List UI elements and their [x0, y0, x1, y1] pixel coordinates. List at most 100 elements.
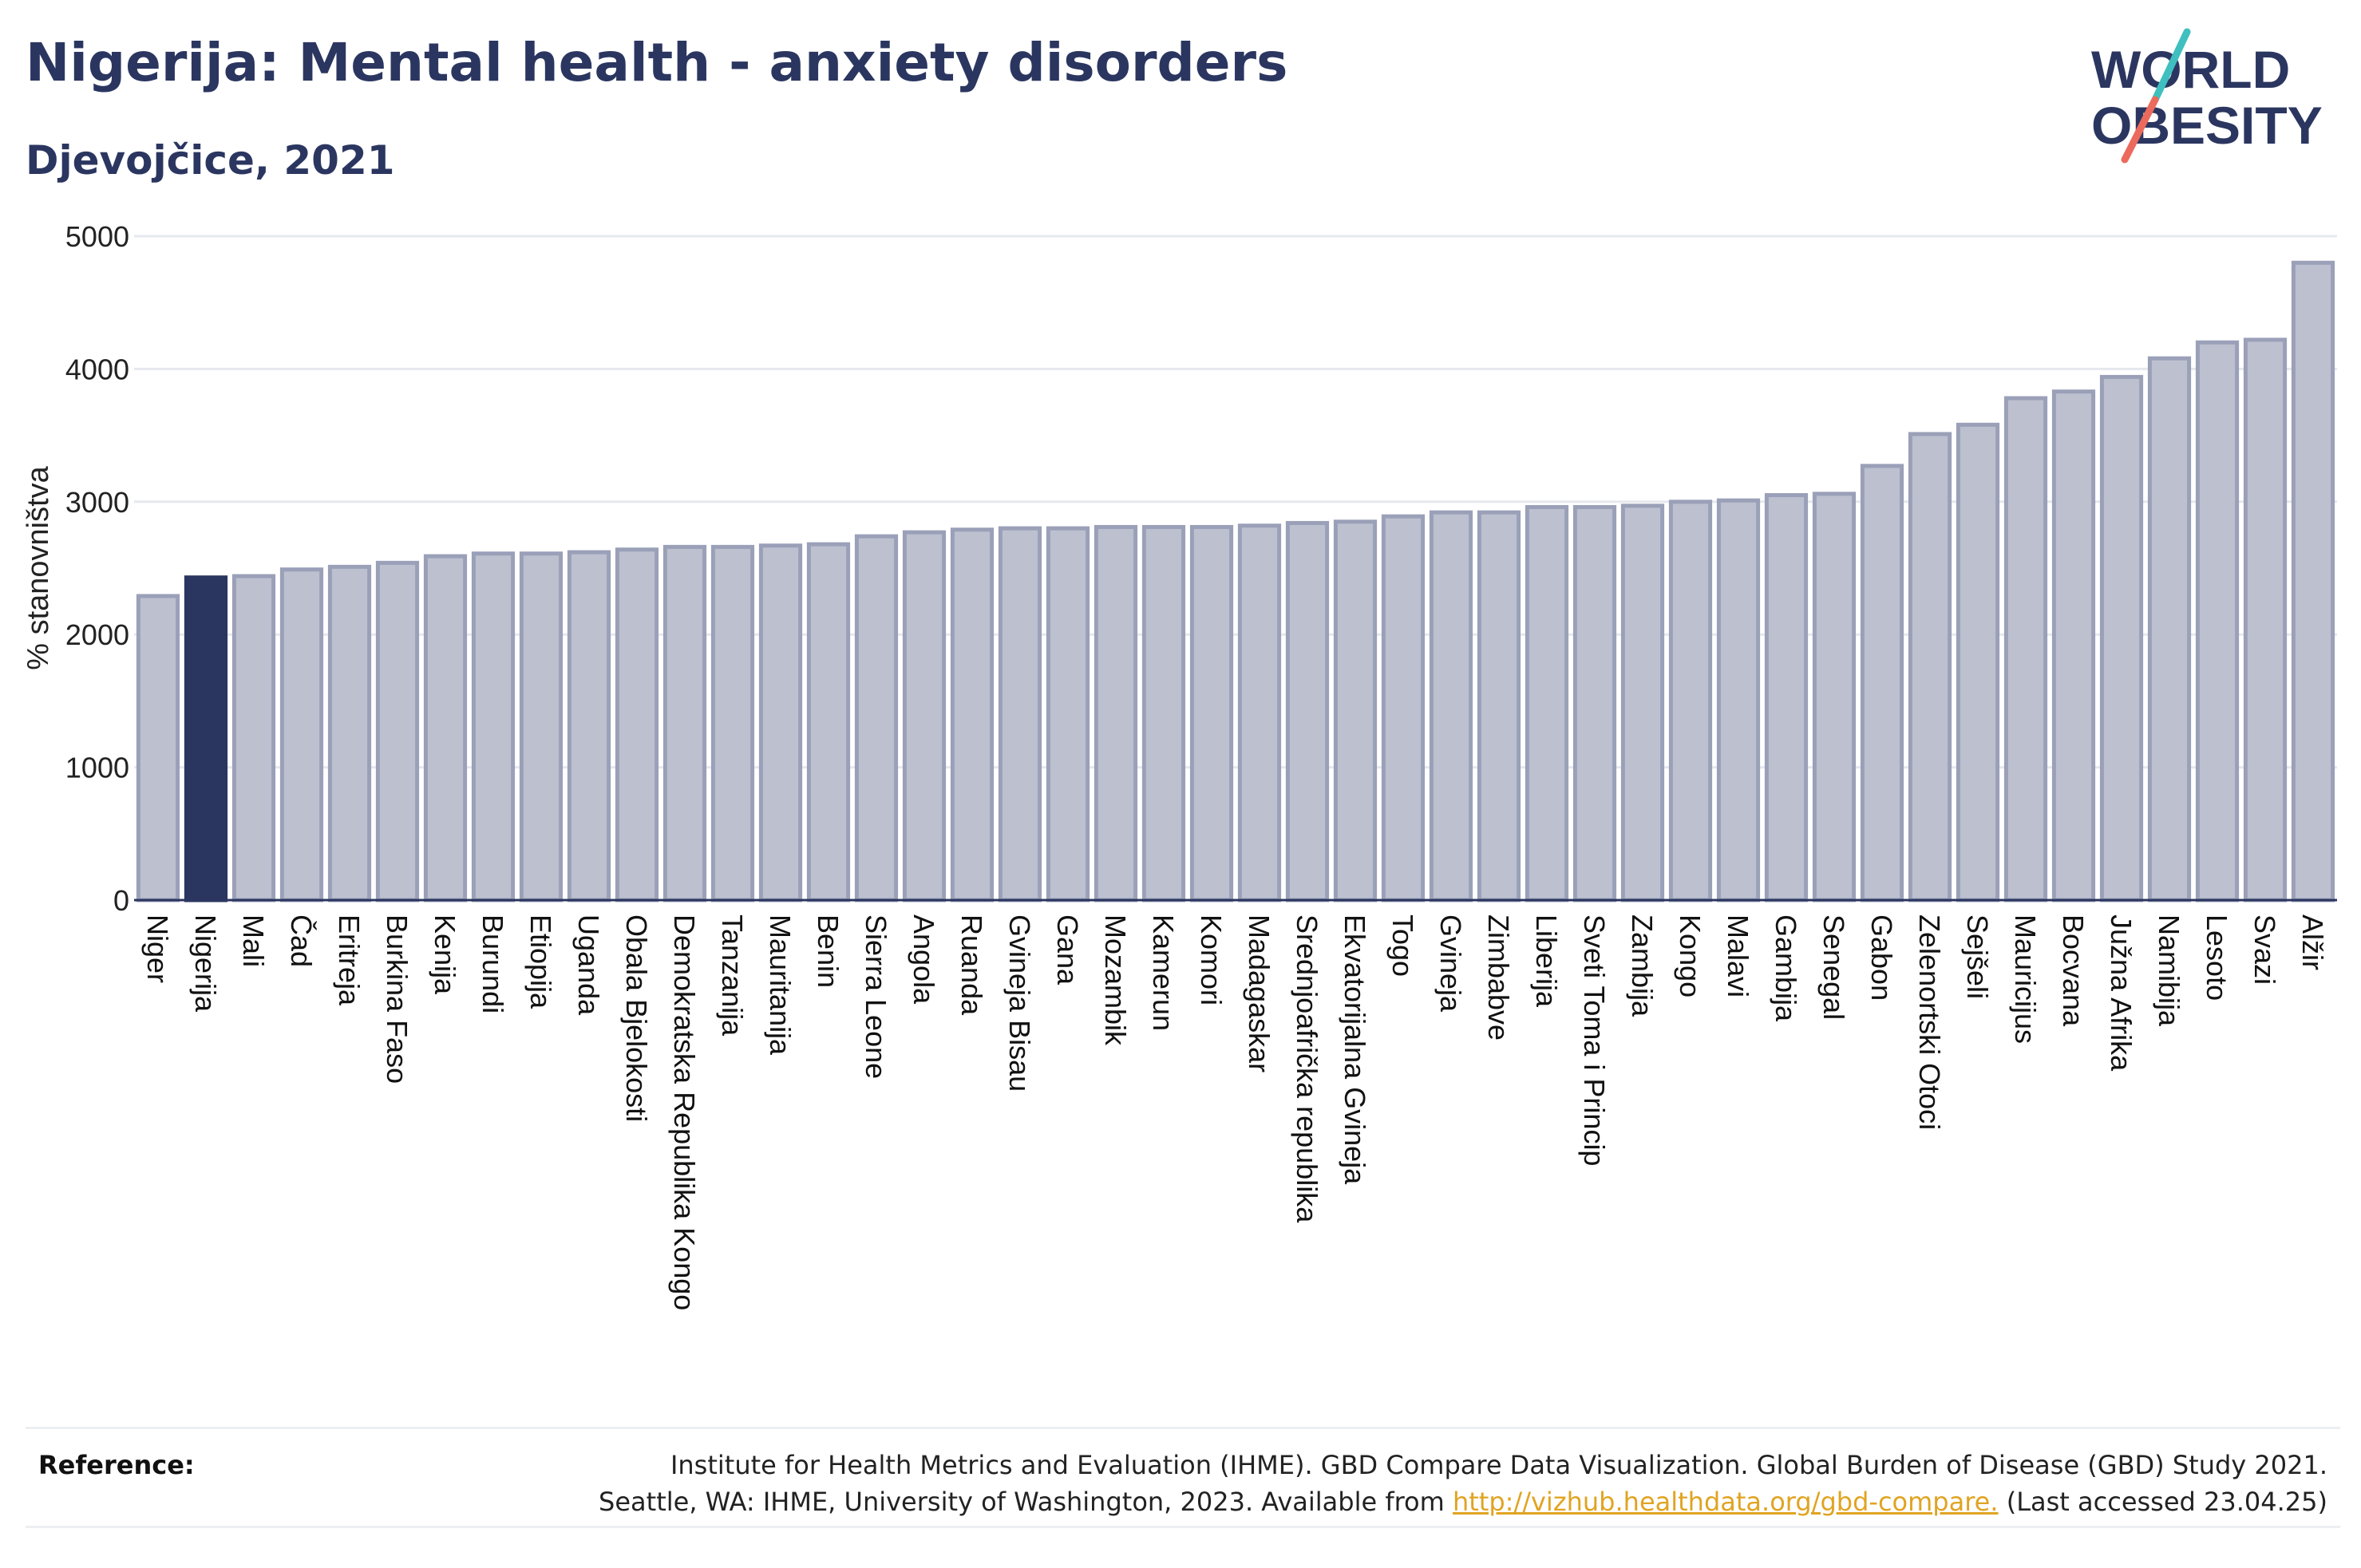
x-tick-label: Eritreja: [333, 914, 366, 1006]
x-tick-label: Komori: [1195, 914, 1228, 1005]
bar-senegal[interactable]: [1812, 492, 1857, 902]
bar-namibija[interactable]: [2147, 356, 2192, 902]
x-tick-label: Bocvana: [2057, 914, 2090, 1027]
bar-benin[interactable]: [806, 542, 851, 902]
bar-sveti-toma-i-princip[interactable]: [1572, 504, 1617, 902]
bar-kamerun[interactable]: [1141, 524, 1186, 902]
x-tick-label: Lesoto: [2201, 914, 2233, 1001]
x-tick-label: Gana: [1051, 914, 1084, 985]
x-tick-label: Mauricijus: [2009, 914, 2042, 1044]
bars: [136, 260, 2335, 902]
logo-slash-teal: [2151, 28, 2191, 104]
bar-bocvana[interactable]: [2051, 389, 2096, 902]
reference-label: Reference:: [38, 1450, 195, 1480]
bar-južna-afrika[interactable]: [2099, 374, 2144, 902]
x-tick-label: Gabon: [1865, 914, 1898, 1001]
bar-uganda[interactable]: [567, 550, 611, 902]
x-tick-label: Zelenortski Otoci: [1913, 914, 1946, 1130]
x-tick-label: Čad: [285, 914, 318, 967]
x-tick-label: Obala Bjelokosti: [620, 914, 653, 1122]
reference-line-2: Seattle, WA: IHME, University of Washing…: [599, 1483, 2327, 1520]
bar-zelenortski-otoci[interactable]: [1908, 432, 1952, 902]
bar-kongo[interactable]: [1668, 500, 1713, 902]
bar-gambija[interactable]: [1764, 492, 1809, 902]
y-tick-label: 4000: [65, 353, 129, 385]
reference-line-2-suffix: (Last accessed 23.04.25): [1998, 1487, 2327, 1517]
x-tick-label: Burundi: [477, 914, 509, 1013]
bar-sejšeli[interactable]: [1956, 422, 2000, 902]
x-tick-label: Svazi: [2248, 914, 2281, 985]
bar-mauritanija[interactable]: [758, 543, 803, 902]
bar-togo[interactable]: [1381, 514, 1426, 902]
x-tick-label: Sveti Toma i Princip: [1578, 914, 1611, 1166]
bar-angola[interactable]: [902, 530, 947, 902]
bar-obala-bjelokosti[interactable]: [615, 547, 659, 902]
bar-kenija[interactable]: [423, 554, 468, 902]
bar-mozambik[interactable]: [1093, 524, 1138, 902]
x-axis-labels: Niger Nigerija Mali Čad Eritreja Burkina Faso…: [141, 914, 2329, 1310]
x-tick-label: Namibija: [2153, 914, 2185, 1027]
x-tick-label: Zimbabve: [1482, 914, 1515, 1041]
bar-burundi[interactable]: [471, 551, 516, 902]
bar-komori[interactable]: [1189, 524, 1234, 902]
bar-tanzanija[interactable]: [710, 544, 755, 902]
x-tick-label: Mauritanija: [764, 914, 797, 1056]
bar-gvineja[interactable]: [1429, 510, 1473, 902]
bar-mauricijus[interactable]: [2003, 396, 2048, 902]
bar-svazi[interactable]: [2243, 338, 2288, 902]
bar-eritreja[interactable]: [327, 564, 372, 902]
bar-gana[interactable]: [1046, 526, 1090, 902]
x-tick-label: Malavi: [1722, 914, 1754, 997]
bar-alžir[interactable]: [2291, 260, 2335, 902]
x-tick-label: Kongo: [1674, 914, 1706, 997]
x-tick-label: Mali: [237, 914, 270, 967]
bar-gabon[interactable]: [1860, 464, 1904, 902]
x-tick-label: Demokratska Republika Kongo: [668, 914, 701, 1310]
x-tick-label: Sejšeli: [1961, 914, 1994, 999]
bar-liberija[interactable]: [1525, 504, 1569, 902]
logo-word-world: WORLD: [2091, 40, 2290, 99]
footer-divider-bottom: [26, 1526, 2340, 1528]
y-tick-label: 2000: [65, 618, 129, 651]
y-tick-label: 0: [113, 884, 129, 917]
bar-gvineja-bisau[interactable]: [998, 526, 1042, 902]
x-tick-label: Burkina Faso: [381, 914, 413, 1084]
x-tick-label: Gambija: [1770, 914, 1802, 1022]
bar-madagaskar[interactable]: [1237, 523, 1282, 902]
x-tick-label: Tanzanija: [716, 914, 749, 1037]
x-tick-label: Sierra Leone: [860, 914, 892, 1079]
x-tick-label: Mozambik: [1099, 914, 1132, 1046]
x-tick-label: Kamerun: [1147, 914, 1180, 1031]
x-tick-label: Južna Afrika: [2105, 914, 2138, 1072]
bar-niger[interactable]: [136, 594, 180, 902]
x-tick-label: Senegal: [1817, 914, 1850, 1020]
bar-etiopija[interactable]: [519, 551, 564, 902]
y-tick-label: 1000: [65, 752, 129, 784]
bar-burkina-faso[interactable]: [375, 560, 420, 902]
x-tick-label: Uganda: [572, 914, 605, 1016]
chart-title: Nigerija: Mental health - anxiety disord…: [26, 32, 1288, 93]
world-obesity-logo: WORLD OBESITY: [2091, 28, 2323, 164]
bar-demokratska-republika-kongo[interactable]: [662, 544, 707, 902]
bar-ruanda[interactable]: [950, 527, 995, 902]
bar-čad[interactable]: [279, 567, 324, 902]
bar-srednjoafrička-republika[interactable]: [1285, 520, 1330, 902]
bar-lesoto[interactable]: [2195, 340, 2240, 902]
bar-zimbabve[interactable]: [1477, 510, 1521, 902]
x-tick-label: Liberija: [1530, 914, 1563, 1008]
bar-zambija[interactable]: [1620, 504, 1665, 902]
chart-subtitle: Djevojčice, 2021: [26, 137, 395, 184]
bar-malavi[interactable]: [1716, 498, 1761, 902]
bar-sierra-leone[interactable]: [854, 534, 899, 902]
footer-divider-top: [26, 1427, 2340, 1429]
y-tick-label: 5000: [65, 220, 129, 253]
x-tick-label: Nigerija: [189, 914, 222, 1013]
bar-ekvatorijalna-gvineja[interactable]: [1333, 519, 1378, 902]
reference-link[interactable]: http://vizhub.healthdata.org/gbd-compare…: [1452, 1487, 1999, 1517]
x-tick-label: Ruanda: [955, 914, 988, 1016]
x-tick-label: Kenija: [429, 914, 461, 995]
bar-nigerija[interactable]: [184, 575, 228, 902]
x-tick-label: Srednjoafrička republika: [1291, 914, 1323, 1223]
reference-line-2-prefix: Seattle, WA: IHME, University of Washing…: [599, 1487, 1453, 1517]
bar-mali[interactable]: [231, 574, 276, 902]
